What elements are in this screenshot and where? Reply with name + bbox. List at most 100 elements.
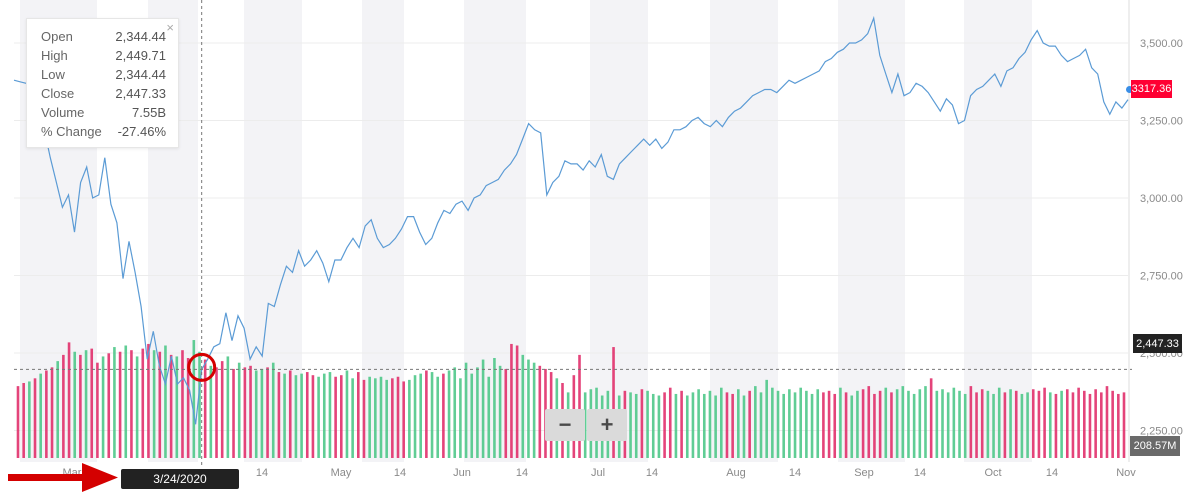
volume-bar [101, 356, 105, 458]
close-icon[interactable]: × [166, 20, 174, 35]
volume-bar [725, 392, 729, 458]
volume-bar [169, 354, 173, 458]
x-tick-label: Jul [591, 467, 605, 479]
arrow-right-icon [8, 463, 118, 492]
volume-bar [884, 387, 888, 458]
volume-bar [317, 376, 320, 458]
y-tick-label: 3,250.00 [1140, 116, 1183, 128]
volume-bar [963, 393, 967, 458]
volume-bar [1014, 390, 1018, 458]
volume-bar [277, 372, 281, 458]
tooltip-label: Close [41, 86, 75, 101]
volume-bar [28, 381, 31, 458]
volume-bar [470, 373, 474, 458]
volume-bar [243, 367, 247, 458]
volume-bar [50, 367, 54, 458]
zoom-in-button[interactable]: + [587, 409, 627, 441]
x-tick-label: Sep [854, 467, 874, 479]
volume-bar [810, 393, 814, 458]
volume-bar [816, 389, 820, 458]
volume-bar [742, 395, 746, 458]
volume-bar [300, 373, 303, 458]
volume-bar [674, 393, 678, 458]
volume-scale-label: 208.57M [1130, 436, 1180, 456]
volume-bar [459, 378, 462, 458]
volume-bar [1077, 387, 1080, 458]
volume-bar [759, 392, 763, 458]
volume-bar [67, 342, 71, 458]
volume-bar [867, 386, 871, 458]
volume-bar [436, 376, 440, 458]
volume-bar [861, 389, 865, 458]
volume-bar [232, 368, 235, 458]
x-tick-label: 14 [516, 467, 528, 479]
volume-bar [771, 387, 774, 458]
volume-bar [498, 365, 502, 458]
volume-bar [1071, 392, 1075, 458]
volume-bar [1020, 393, 1024, 458]
volume-bar [708, 390, 712, 458]
x-tick-label: 14 [914, 467, 926, 479]
volume-bar [322, 373, 326, 458]
volume-bar [1048, 392, 1052, 458]
volume-bar [124, 345, 128, 458]
volume-bar [856, 390, 859, 458]
tooltip-row-change: % Change -27.46% [41, 122, 166, 141]
volume-bar [935, 390, 939, 458]
volume-bar [192, 340, 196, 458]
volume-bar [776, 390, 780, 458]
volume-bar [583, 392, 587, 458]
volume-bar [1060, 390, 1063, 458]
volume-bar [357, 372, 360, 458]
volume-bar [504, 368, 508, 458]
volume-bar [271, 362, 275, 458]
y-tick-label: 2,250.00 [1140, 426, 1183, 438]
volume-bar [90, 348, 94, 458]
volume-bar [907, 390, 910, 458]
volume-bar [249, 365, 252, 458]
volume-bar [22, 383, 25, 458]
volume-bar [538, 365, 542, 458]
volume-bar [476, 367, 479, 458]
volume-bar [425, 370, 428, 458]
volume-bar [1111, 390, 1114, 458]
month-band [838, 0, 905, 462]
tooltip-label: % Change [41, 124, 102, 139]
zoom-out-button[interactable]: − [545, 409, 585, 441]
volume-bar [527, 359, 530, 458]
volume-bar [45, 370, 48, 458]
volume-bar [918, 389, 922, 458]
volume-bar [850, 395, 854, 458]
volume-bar [997, 387, 1001, 458]
volume-bar [634, 393, 638, 458]
volume-bar [663, 392, 666, 458]
volume-bar [1088, 393, 1092, 458]
tooltip-row-close: Close 2,447.33 [41, 84, 166, 103]
month-band [590, 0, 648, 462]
volume-bar [362, 379, 366, 458]
volume-bar [657, 395, 661, 458]
volume-bar [668, 387, 672, 458]
volume-bar [929, 378, 933, 458]
volume-bar [697, 389, 700, 458]
volume-bar [33, 378, 37, 458]
volume-bar [1054, 393, 1058, 458]
price-series-line [13, 15, 1129, 425]
volume-bar [1065, 389, 1069, 458]
x-tick-label: Aug [726, 467, 746, 479]
volume-bar [1031, 389, 1035, 458]
volume-bar [640, 389, 644, 458]
volume-bar [1082, 390, 1086, 458]
volume-bar [1105, 386, 1109, 458]
volume-bar [226, 356, 230, 458]
volume-bar [288, 370, 292, 458]
y-tick-label: 3,500.00 [1140, 38, 1183, 50]
tooltip-row-volume: Volume 7.55B [41, 103, 166, 122]
x-tick-label: 14 [646, 467, 658, 479]
tooltip-row-open: Open 2,344.44 [41, 27, 166, 46]
volume-bar [130, 350, 133, 458]
last-price-dot [1126, 86, 1133, 93]
volume-bar [827, 390, 831, 458]
